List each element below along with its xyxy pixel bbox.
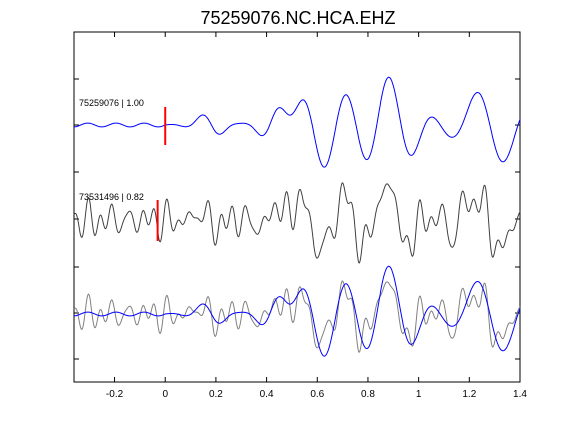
x-tick-label: 0.2 — [209, 389, 223, 400]
x-axis: -0.2 0 0.2 0.4 0.6 0.8 1 1.2 1.4 — [106, 32, 527, 400]
x-tick-label: 1 — [416, 389, 422, 400]
x-tick-label: -0.2 — [106, 389, 124, 400]
trace-labels: 75259076 | 1.00 73531496 | 0.82 — [79, 98, 144, 202]
chart-title: 75259076.NC.HCA.EHZ — [200, 8, 395, 28]
x-tick-label: 0.4 — [260, 389, 274, 400]
traces-group — [73, 76, 521, 357]
trace-75259076 — [74, 76, 521, 168]
overlay-trace-73531496 — [73, 280, 521, 353]
x-tick-label: 1.4 — [513, 389, 527, 400]
trace-73531496 — [73, 182, 521, 264]
x-tick-label: 0 — [162, 389, 168, 400]
x-tick-label: 0.8 — [361, 389, 375, 400]
x-tick-label: 1.2 — [462, 389, 476, 400]
trace-label-75259076: 75259076 | 1.00 — [79, 98, 144, 108]
plot-frame — [73, 31, 521, 383]
x-tick-label: 0.6 — [310, 389, 324, 400]
trace-label-73531496: 73531496 | 0.82 — [79, 192, 144, 202]
overlay-trace-75259076 — [74, 265, 521, 357]
